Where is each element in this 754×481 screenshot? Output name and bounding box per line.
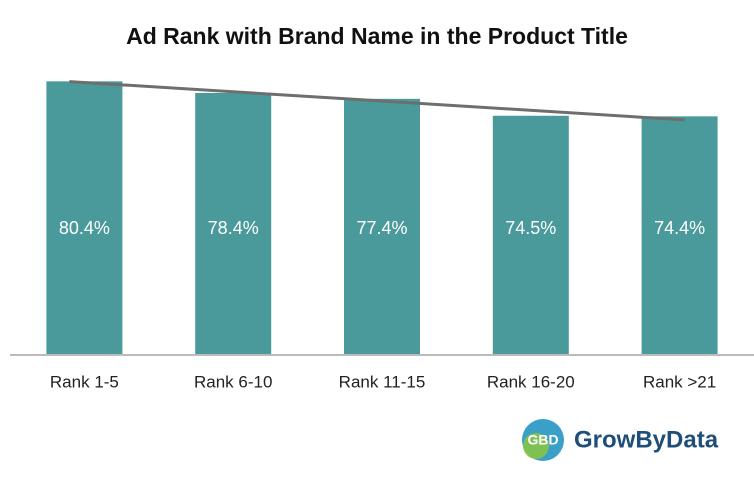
trend-line [69, 80, 685, 122]
logo-icon-text: GBD [527, 432, 558, 448]
logo-text: GrowByData [574, 426, 719, 453]
bar [195, 93, 272, 355]
bar [344, 98, 420, 355]
logo: GBD GrowByData [522, 419, 719, 461]
logo-icon-accent [523, 433, 549, 459]
chart-title: Ad Rank with Brand Name in the Product T… [126, 23, 628, 49]
bar [492, 115, 569, 356]
bar [46, 81, 123, 355]
value-label: 77.4% [356, 218, 407, 238]
value-label: 74.5% [505, 218, 556, 238]
bar [641, 116, 718, 355]
value-label: 74.4% [654, 218, 705, 238]
value-label: 78.4% [208, 218, 259, 238]
x-tick-label: Rank 16-20 [487, 372, 575, 391]
x-tick-label: Rank >21 [643, 372, 716, 391]
x-tick-label: Rank 6-10 [194, 372, 272, 391]
x-tick-label: Rank 11-15 [339, 372, 426, 391]
value-label: 80.4% [59, 218, 110, 238]
x-tick-label: Rank 1-5 [50, 372, 119, 391]
